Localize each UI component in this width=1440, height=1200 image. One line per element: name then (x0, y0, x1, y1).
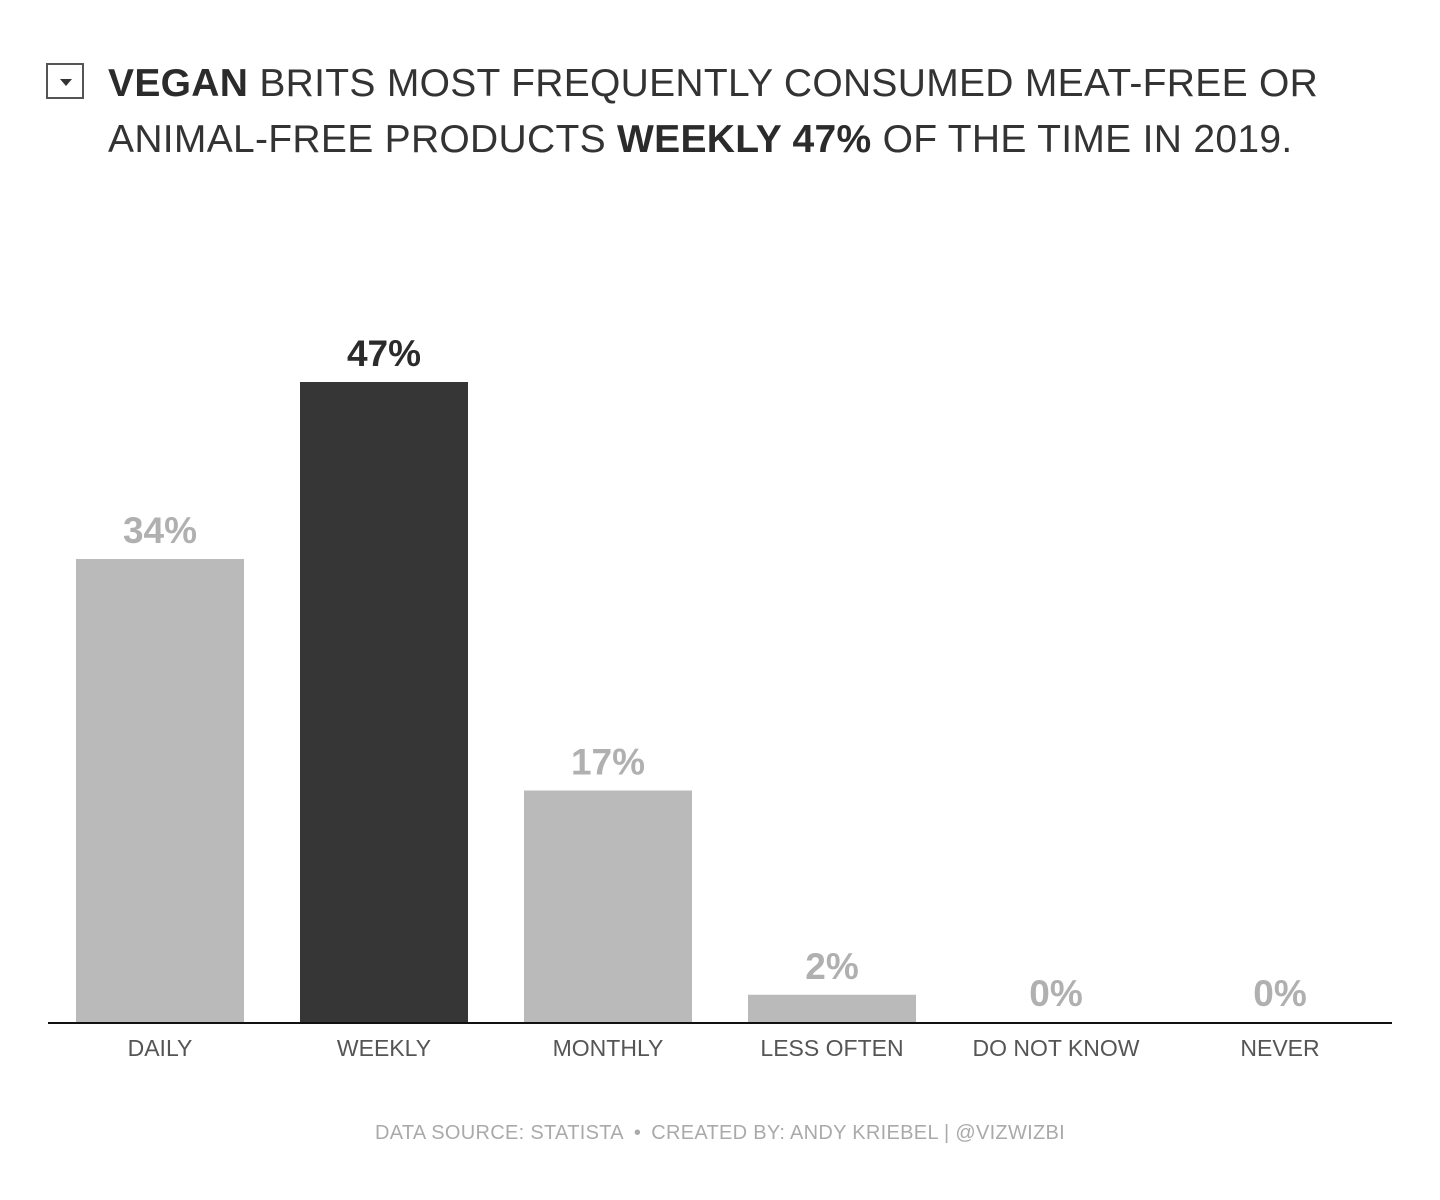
bar-less-often (748, 994, 916, 1022)
bar-monthly (524, 790, 692, 1022)
bar-chart: 34% DAILY 47% WEEKLY 17% MONTHLY 2% LESS OFTEN 0… (48, 333, 1392, 1061)
data-label: 17% (571, 742, 645, 783)
creator-credit-text: CREATED BY: ANDY KRIEBEL | @VIZWIZBI (651, 1122, 1066, 1144)
title-emphasis-vegan: VEGAN (108, 62, 249, 105)
bar-daily (76, 559, 244, 1022)
data-label: 0% (1029, 973, 1082, 1014)
data-label: 2% (805, 946, 858, 987)
x-tick-label: NEVER (1240, 1035, 1319, 1061)
dropdown-menu-button[interactable] (46, 63, 84, 99)
data-source-text: DATA SOURCE: STATISTA (374, 1122, 624, 1144)
data-label: 47% (347, 333, 421, 374)
bar-weekly (300, 382, 468, 1022)
x-tick-label: DO NOT KNOW (973, 1035, 1140, 1061)
chevron-down-icon (60, 79, 72, 86)
x-tick-label: WEEKLY (337, 1035, 431, 1061)
x-tick-label: DAILY (128, 1035, 193, 1061)
x-tick-label: LESS OFTEN (760, 1035, 903, 1061)
title-text-end: OF THE TIME IN 2019. (871, 118, 1293, 161)
chart-title: VEGAN BRITS MOST FREQUENTLY CONSUMED MEA… (108, 56, 1368, 168)
title-emphasis-weekly: WEEKLY 47% (617, 118, 872, 161)
data-label: 0% (1253, 973, 1306, 1014)
data-label: 34% (123, 510, 197, 551)
footer-credits: DATA SOURCE: STATISTA • CREATED BY: ANDY K… (0, 1122, 1440, 1145)
x-tick-label: MONTHLY (553, 1035, 664, 1061)
footer-separator: • (633, 1122, 642, 1144)
title-text-part: BRITS MOST FREQUENTLY CONSUMED MEAT-FREE… (108, 62, 1319, 161)
